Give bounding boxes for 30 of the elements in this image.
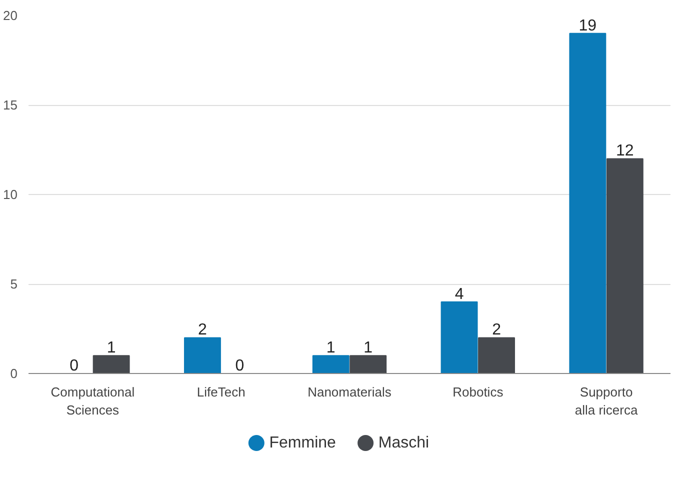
bar — [569, 32, 606, 374]
legend-label: Femmine — [269, 434, 336, 452]
x-tick-label: Nanomaterials — [308, 384, 392, 400]
bar — [92, 355, 130, 374]
bar — [312, 355, 350, 374]
y-tick-label: 10 — [3, 187, 18, 202]
y-tick-label: 15 — [3, 98, 18, 112]
x-tick-label: Robotics — [452, 384, 504, 400]
legend-label: Maschi — [378, 434, 430, 452]
data-label: 0 — [70, 358, 79, 374]
bar — [184, 337, 221, 374]
x-tick-label: Supporto alla ricerca — [574, 384, 638, 418]
data-label: 2 — [198, 322, 208, 339]
data-label: 19 — [578, 17, 597, 34]
y-tick-label: 0 — [10, 366, 18, 381]
x-tick-label: LifeTech — [196, 384, 246, 400]
data-label: 1 — [326, 340, 336, 357]
bar — [440, 301, 478, 374]
bar — [606, 158, 644, 374]
data-label: 0 — [235, 358, 244, 374]
data-label: 12 — [616, 142, 634, 160]
data-label: 1 — [364, 340, 373, 357]
data-label: 4 — [454, 286, 464, 303]
bar — [478, 337, 515, 374]
y-tick-label: 20 — [3, 8, 18, 23]
data-label: 2 — [492, 322, 502, 339]
data-label: 1 — [106, 340, 116, 357]
y-tick-label: 5 — [10, 276, 18, 292]
bar — [350, 355, 387, 374]
x-tick-label: Computational Sciences — [50, 384, 135, 418]
